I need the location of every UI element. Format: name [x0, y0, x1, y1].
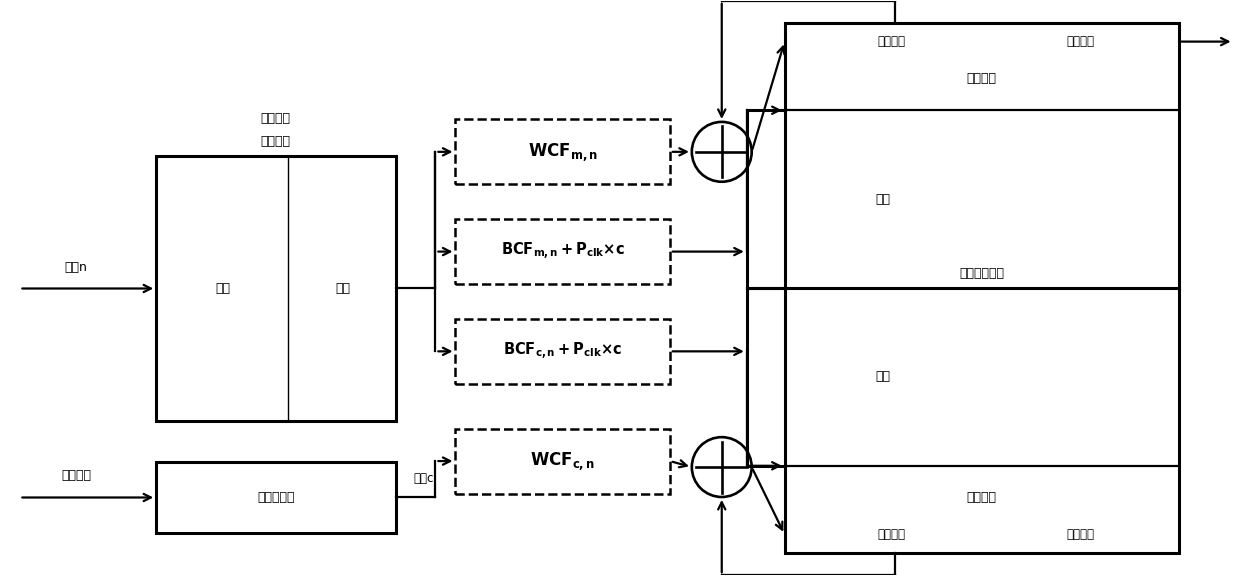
Bar: [156, 461, 396, 533]
Text: 精码n: 精码n: [64, 261, 88, 274]
Text: 数据输入: 数据输入: [877, 528, 905, 541]
Text: 数据输入: 数据输入: [877, 35, 905, 48]
Text: 参考时钟: 参考时钟: [62, 469, 92, 482]
Text: 粗码c: 粗码c: [413, 472, 434, 485]
Text: 粗计数模块: 粗计数模块: [257, 491, 294, 504]
Text: 地址: 地址: [215, 282, 230, 295]
Text: $\mathbf{BCF_{c,n}+P_{clk}{\times}c}$: $\mathbf{BCF_{c,n}+P_{clk}{\times}c}$: [503, 340, 622, 362]
Text: 主要端口: 主要端口: [966, 72, 997, 85]
Text: 校准系数: 校准系数: [261, 112, 291, 125]
Bar: [156, 156, 396, 420]
Bar: [455, 119, 670, 184]
Text: 数据输出: 数据输出: [1066, 528, 1095, 541]
Text: 储存模块: 储存模块: [261, 135, 291, 148]
Text: 数据: 数据: [335, 282, 350, 295]
Text: 数据输出: 数据输出: [1066, 35, 1095, 48]
Text: $\mathbf{WCF_{c,n}}$: $\mathbf{WCF_{c,n}}$: [531, 450, 595, 472]
Bar: [455, 219, 670, 284]
Text: 地址: 地址: [876, 192, 891, 206]
Bar: [455, 429, 670, 494]
Bar: [455, 319, 670, 384]
Bar: [784, 22, 1179, 554]
Text: $\mathbf{BCF_{m,n}+P_{clk}{\times}c}$: $\mathbf{BCF_{m,n}+P_{clk}{\times}c}$: [501, 241, 625, 262]
Text: 补偿计数模块: 补偿计数模块: [959, 267, 1004, 279]
Text: $\mathbf{WCF_{m,n}}$: $\mathbf{WCF_{m,n}}$: [527, 141, 597, 163]
Text: 地址: 地址: [876, 370, 891, 384]
Text: 补偿端口: 补偿端口: [966, 491, 997, 504]
